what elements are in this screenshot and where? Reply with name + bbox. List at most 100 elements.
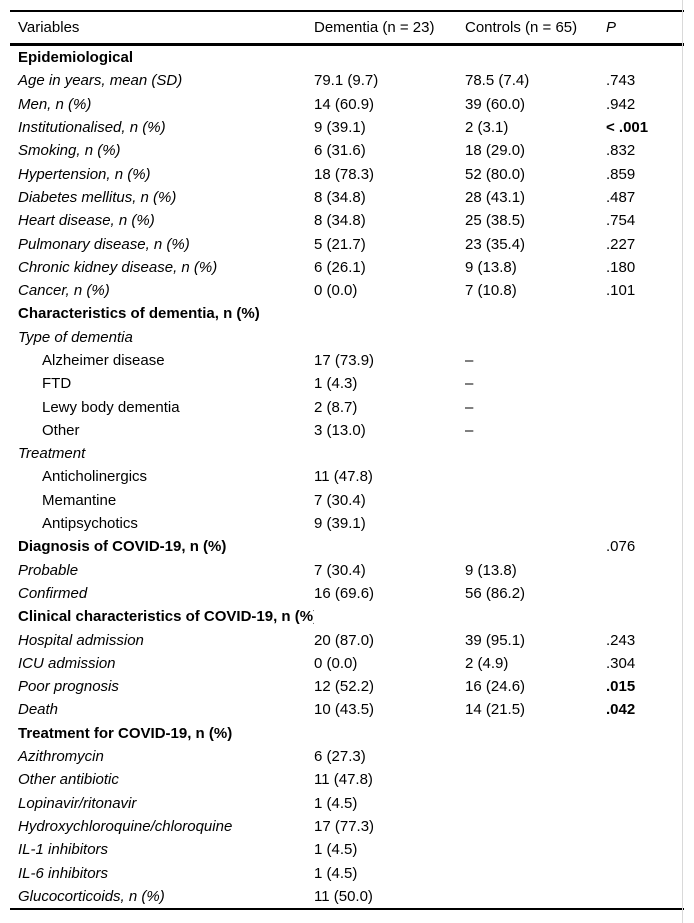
column-header-variables: Variables: [18, 19, 80, 36]
table-row: ICU admission 0 (0.0) 2 (4.9) .304: [10, 652, 684, 675]
table-row: Hospital admission 20 (87.0) 39 (95.1) .…: [10, 628, 684, 651]
table-row: Hydroxychloroquine/chloroquine 17 (77.3): [10, 815, 684, 838]
dementia-value: [314, 326, 465, 349]
dementia-value: 3 (13.0): [314, 421, 366, 439]
dementia-value: 8 (34.8): [314, 188, 366, 206]
controls-value: [465, 815, 606, 838]
controls-value: 2 (4.9): [465, 654, 509, 672]
p-value: [606, 395, 684, 418]
p-value: < .001: [606, 119, 649, 137]
controls-value: 25 (38.5): [465, 212, 526, 230]
table-row: Men, n (%) 14 (60.9) 39 (60.0) .942: [10, 93, 684, 116]
variable-label: Hypertension, n (%): [18, 165, 151, 183]
variable-label: Age in years, mean (SD): [18, 72, 183, 90]
variable-label: Confirmed: [18, 584, 88, 602]
dementia-value: 20 (87.0): [314, 631, 375, 649]
dementia-value: 14 (60.9): [314, 95, 375, 113]
table-row: Poor prognosis 12 (52.2) 16 (24.6) .015: [10, 675, 684, 698]
dementia-value: 0 (0.0): [314, 282, 358, 300]
table-row: IL-6 inhibitors 1 (4.5): [10, 861, 684, 884]
dementia-value: 1 (4.5): [314, 864, 358, 882]
table-row: Age in years, mean (SD) 79.1 (9.7) 78.5 …: [10, 69, 684, 92]
dementia-value: 9 (39.1): [314, 515, 366, 533]
p-value: [606, 745, 684, 768]
variable-label: ICU admission: [18, 654, 116, 672]
controls-value: 14 (21.5): [465, 701, 526, 719]
page-edge-divider: [682, 0, 683, 923]
controls-value: [465, 792, 606, 815]
variable-label: Other: [42, 421, 80, 439]
table-row: Heart disease, n (%) 8 (34.8) 25 (38.5) …: [10, 209, 684, 232]
dementia-value: 79.1 (9.7): [314, 72, 379, 90]
table-row: Characteristics of dementia, n (%): [10, 302, 684, 325]
p-value: .243: [606, 631, 636, 649]
controls-value: 28 (43.1): [465, 188, 526, 206]
p-value: [606, 465, 684, 488]
variable-label: Diagnosis of COVID-19, n (%): [18, 538, 227, 556]
variable-label: Type of dementia: [18, 328, 133, 346]
variable-label: Anticholinergics: [42, 468, 148, 486]
dementia-value: 11 (50.0): [314, 887, 373, 905]
variable-label: Azithromycin: [18, 748, 104, 766]
controls-value: –: [465, 352, 474, 369]
dementia-value: 7 (30.4): [314, 491, 366, 509]
variable-label: Lopinavir/ritonavir: [18, 794, 137, 812]
variable-label: IL-6 inhibitors: [18, 864, 109, 882]
variable-label: Alzheimer disease: [42, 352, 165, 369]
controls-value: [465, 838, 606, 861]
table-row: Smoking, n (%) 6 (31.6) 18 (29.0) .832: [10, 139, 684, 162]
controls-value: [465, 326, 606, 349]
dementia-value: [314, 535, 465, 558]
p-value: [606, 815, 684, 838]
variable-label: Treatment: [18, 445, 86, 463]
dementia-value: 8 (34.8): [314, 212, 366, 230]
table-row: Type of dementia: [10, 326, 684, 349]
column-header-controls: Controls (n = 65): [465, 19, 578, 36]
dementia-value: 1 (4.5): [314, 841, 358, 859]
variable-label: Death: [18, 701, 59, 719]
variable-label: Pulmonary disease, n (%): [18, 235, 190, 253]
p-value: .042: [606, 701, 636, 719]
dementia-value: 18 (78.3): [314, 165, 375, 183]
controls-value: [465, 512, 606, 535]
variable-label: FTD: [42, 375, 72, 393]
variable-label: Chronic kidney disease, n (%): [18, 258, 218, 276]
controls-value: 16 (24.6): [465, 678, 526, 696]
dementia-value: 0 (0.0): [314, 654, 358, 672]
controls-value: [465, 745, 606, 768]
table-header-row: Variables Dementia (n = 23) Controls (n …: [10, 11, 684, 45]
controls-value: 39 (95.1): [465, 631, 526, 649]
p-value: [606, 768, 684, 791]
table-row: Chronic kidney disease, n (%) 6 (26.1) 9…: [10, 256, 684, 279]
variable-label: Probable: [18, 561, 79, 579]
variable-label: Cancer, n (%): [18, 282, 110, 300]
controls-value: [465, 768, 606, 791]
variable-label: Antipsychotics: [42, 515, 138, 533]
controls-value: 39 (60.0): [465, 95, 526, 113]
dementia-value: [314, 302, 465, 325]
variable-label: Smoking, n (%): [18, 142, 121, 160]
p-value: .942: [606, 95, 636, 113]
dementia-value: 6 (27.3): [314, 748, 366, 766]
variable-label: Characteristics of dementia, n (%): [18, 305, 260, 323]
column-header-dementia: Dementia (n = 23): [314, 19, 435, 36]
dementia-value: 11 (47.8): [314, 771, 373, 789]
p-value: .227: [606, 235, 636, 253]
p-value: [606, 45, 684, 70]
table-row: Alzheimer disease 17 (73.9) –: [10, 349, 684, 372]
comparison-table: Variables Dementia (n = 23) Controls (n …: [10, 10, 684, 910]
controls-value: 7 (10.8): [465, 282, 517, 300]
p-value: [606, 722, 684, 745]
dementia-value: [314, 45, 465, 70]
table-row: Epidemiological: [10, 45, 684, 70]
p-value: .101: [606, 282, 636, 300]
controls-value: [465, 722, 606, 745]
table-row: Hypertension, n (%) 18 (78.3) 52 (80.0) …: [10, 162, 684, 185]
p-value: .832: [606, 142, 636, 160]
variable-label: Men, n (%): [18, 95, 92, 113]
controls-value: 18 (29.0): [465, 142, 526, 160]
table-body: Epidemiological Age in years, mean (SD) …: [10, 45, 684, 909]
p-value: .487: [606, 188, 636, 206]
dementia-value: 11 (47.8): [314, 468, 373, 486]
table-row: Pulmonary disease, n (%) 5 (21.7) 23 (35…: [10, 232, 684, 255]
